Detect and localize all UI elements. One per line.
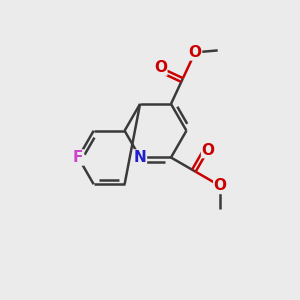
Text: O: O xyxy=(202,142,214,158)
Text: O: O xyxy=(154,60,167,75)
Text: F: F xyxy=(73,150,83,165)
Text: O: O xyxy=(188,45,202,60)
Text: O: O xyxy=(214,178,227,194)
Text: N: N xyxy=(134,150,146,165)
